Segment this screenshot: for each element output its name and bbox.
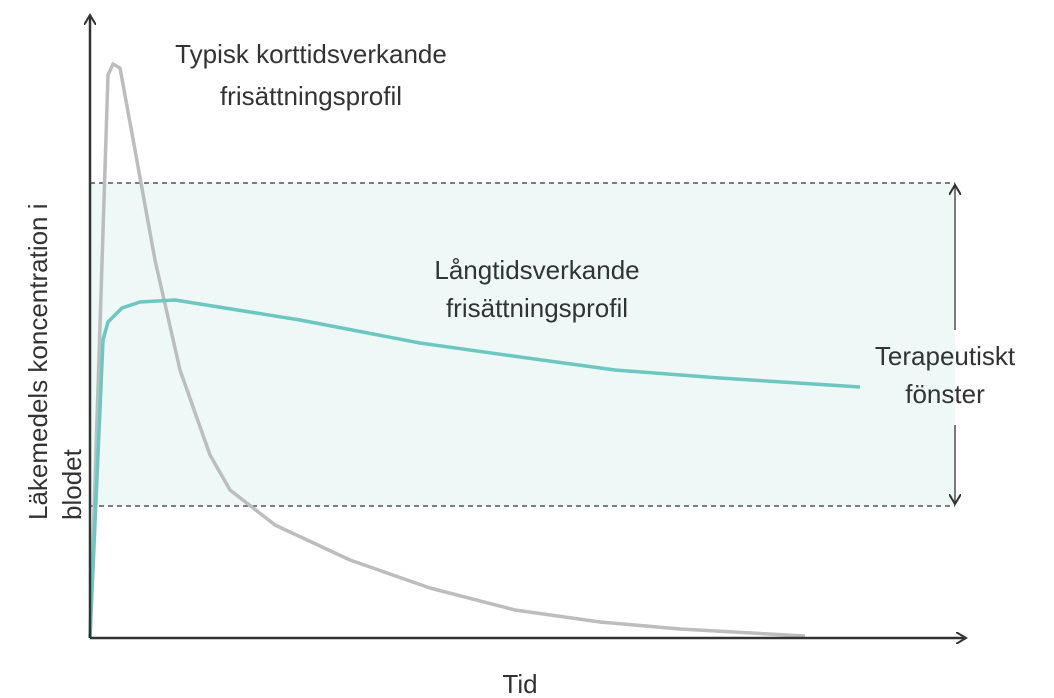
x-axis-label: Tid [502, 669, 537, 698]
y-axis-label: blodet [57, 448, 87, 520]
long-acting-label: frisättningsprofil [446, 293, 628, 323]
window-label: Terapeutiskt [875, 341, 1016, 371]
therapeutic-window [90, 183, 955, 506]
long-acting-curve [88, 298, 861, 639]
short-acting-label: frisättningsprofil [220, 81, 402, 111]
short-acting-label: Typisk korttidsverkande [175, 39, 447, 69]
short-acting-curve [88, 62, 806, 639]
y-axis-label: Läkemedels koncentration i [23, 203, 53, 520]
window-label: fönster [905, 379, 985, 409]
long-acting-label: Långtidsverkande [434, 255, 639, 285]
